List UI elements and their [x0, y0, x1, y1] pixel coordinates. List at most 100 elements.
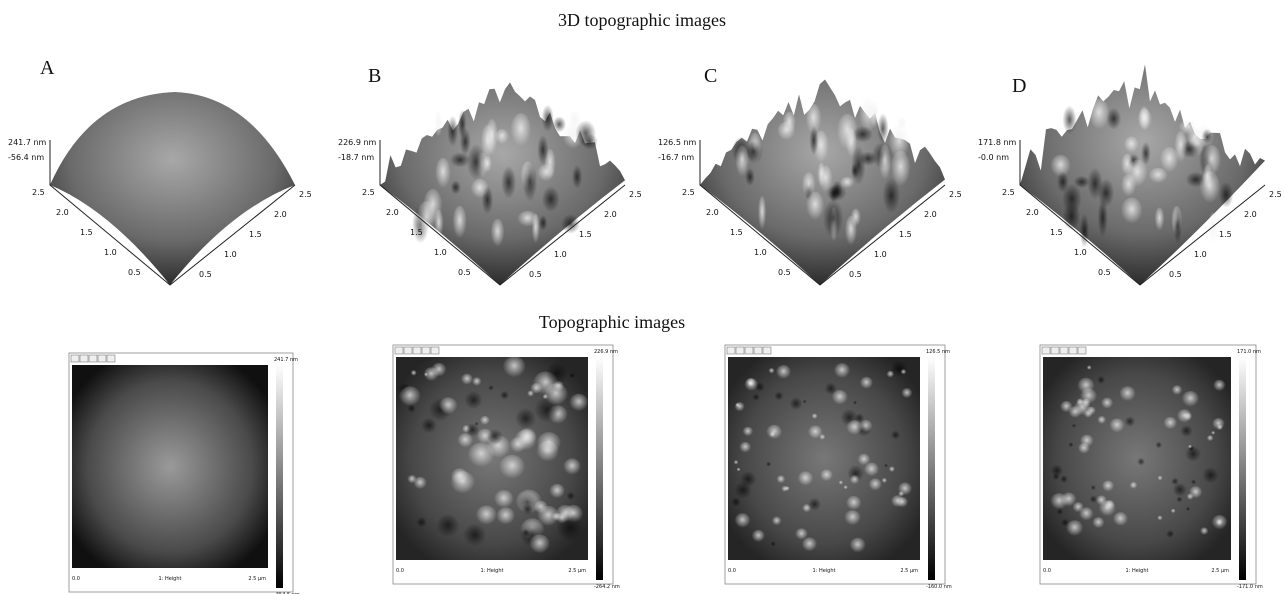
image-grain [1051, 464, 1063, 476]
surface-peak [460, 128, 471, 156]
image-grain [413, 477, 427, 491]
image-grain [536, 441, 559, 464]
channel: 1: Height [1126, 568, 1149, 574]
image-grain [739, 442, 751, 454]
image-grain [1176, 496, 1182, 502]
image-grain [740, 471, 756, 487]
image-grain [746, 378, 756, 388]
axis-tick-label: 1.0 [554, 250, 567, 259]
axis-tick-label: 0.5 [849, 270, 862, 279]
image-grain [768, 368, 774, 374]
surface-peak [510, 113, 531, 150]
axis-tick-label: 2.0 [604, 210, 617, 219]
scale-max: 171.0 nm [1237, 349, 1261, 355]
axis-tick-label: 1.0 [754, 248, 767, 257]
image-grain [734, 513, 750, 529]
image-grain [1080, 435, 1094, 449]
image-grain [472, 377, 482, 387]
toolbar-button [1069, 347, 1077, 354]
scale-max: 241.7 nm [274, 357, 298, 363]
image-grain [850, 475, 860, 485]
scale-min: -264.2 nm [594, 584, 620, 590]
image-grain [901, 388, 912, 399]
toolbar-button [1051, 347, 1059, 354]
image-grain [1072, 424, 1076, 428]
panel-letter: D [1012, 75, 1026, 97]
channel: 1: Height [159, 576, 182, 582]
surface-peak [823, 199, 844, 237]
image-grain [567, 492, 575, 500]
image-grain [1180, 425, 1192, 437]
height-image [72, 365, 268, 568]
image-grain [853, 401, 857, 405]
panel-letter: B [368, 65, 381, 87]
axis-tick-label: 0.5 [199, 270, 212, 279]
image-grain [820, 469, 833, 482]
surface-peak [851, 163, 859, 178]
scale-max: 226.9 nm [594, 349, 618, 355]
x-end: 2.5 µm [900, 568, 918, 574]
image-grain [499, 455, 526, 482]
surface-peak [1121, 197, 1143, 226]
image-grain [891, 430, 900, 439]
image-grain [1125, 416, 1136, 427]
image-grain [1213, 380, 1226, 393]
x-start: 0.0 [1043, 568, 1051, 574]
image-grain [494, 490, 514, 510]
z-min-label: -0.0 nm [978, 153, 1009, 162]
axis-tick-label: 2.5 [362, 188, 375, 197]
image-grain [1211, 431, 1215, 435]
axis-tick-label: 1.0 [1194, 250, 1207, 259]
surface-peak [435, 158, 451, 192]
image-grain [869, 478, 882, 491]
surface-peak [817, 162, 825, 189]
image-grain [834, 363, 851, 380]
surface-peak [542, 105, 554, 132]
image-grain [496, 507, 515, 526]
image-grain [891, 495, 904, 508]
channel: 1: Height [481, 568, 504, 574]
surface-peak [1088, 99, 1110, 133]
image-grain [527, 390, 534, 397]
x-start: 0.0 [728, 568, 736, 574]
image-grain [776, 365, 791, 380]
axis-tick-label: 1.0 [434, 248, 447, 257]
axis-tick-label: 2.5 [629, 190, 642, 199]
surface-peak [1174, 208, 1182, 244]
toolbar-button [754, 347, 762, 354]
z-max-label: 241.7 nm [8, 138, 47, 147]
image-grain [776, 475, 785, 484]
image-grain [1096, 495, 1107, 506]
figure: 3D topographic images Topographic images… [0, 0, 1285, 594]
image-grain [1157, 476, 1162, 481]
surface-peak [1202, 145, 1221, 179]
image-grain [466, 423, 480, 437]
image-grain [1092, 517, 1104, 529]
axis-tick-label: 0.5 [128, 268, 141, 277]
surface-peak [572, 165, 582, 188]
image-grain [563, 458, 581, 476]
image-grain [549, 484, 565, 500]
surface-peak [491, 219, 505, 250]
surface-peak [1124, 136, 1139, 154]
image-grain [464, 391, 482, 409]
surface-peak [1098, 179, 1115, 208]
axis-tick-label: 2.0 [706, 208, 719, 217]
image-grain [1113, 512, 1128, 527]
image-grain [812, 414, 818, 420]
toolbar-button [89, 355, 97, 362]
image-grain [1097, 416, 1106, 425]
image-grain [436, 514, 460, 538]
axis-tick-label: 2.5 [299, 190, 312, 199]
surface-peak [1148, 168, 1167, 185]
axis-tick-label: 1.0 [104, 248, 117, 257]
image-grain [882, 478, 888, 484]
image-grain [752, 530, 765, 543]
panel-letter: A [40, 57, 55, 79]
image-grain [1163, 417, 1177, 431]
channel: 1: Height [813, 568, 836, 574]
surface-peak [747, 141, 760, 162]
axis-tick-label: 2.5 [682, 188, 695, 197]
image-grain [450, 471, 475, 496]
